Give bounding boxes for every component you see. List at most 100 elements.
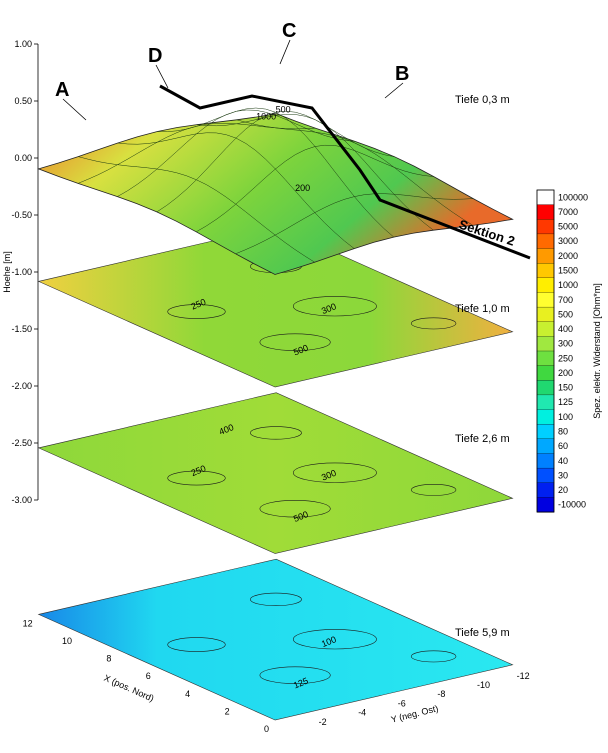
contour-line [292, 629, 377, 650]
colorbar-label: 1500 [558, 266, 578, 276]
x-tick-label: 2 [225, 706, 230, 716]
layer-label: Tiefe 0,3 m [455, 94, 510, 106]
colorbar-label: 2000 [558, 251, 578, 261]
z-axis-title: Hoehe [m] [2, 251, 12, 293]
colorbar-label: -10000 [558, 500, 586, 510]
contour-line [259, 333, 331, 351]
contour-line [167, 637, 226, 652]
colorbar-label: 700 [558, 295, 573, 305]
colorbar-label: 400 [558, 324, 573, 334]
surface-mesh [37, 113, 514, 275]
colorbar-swatch [536, 394, 555, 411]
layer-plane [37, 558, 514, 721]
contour-line [167, 470, 226, 486]
contour-line [259, 666, 331, 684]
colorbar-swatch [536, 336, 555, 352]
colorbar-label: 500 [558, 309, 573, 319]
colorbar-label: 1000 [558, 280, 578, 290]
colorbar-swatch [536, 321, 555, 337]
layer-label: Tiefe 1,0 m [455, 303, 510, 315]
vertical-axis: 1.00 0.50 0.00 -0.50 -1.00 -1.50 -2.00 -2.50 -3.… [2, 39, 39, 505]
z-tick-label: -2.50 [11, 438, 32, 448]
x-tick-label: 12 [23, 618, 33, 628]
colorbar-label: 250 [558, 353, 573, 363]
colorbar-swatch [536, 453, 555, 469]
marker-a: A [55, 79, 69, 101]
x-tick-label: 6 [146, 671, 151, 681]
contour-line [410, 483, 457, 496]
colorbar-label: 7000 [558, 207, 578, 217]
section-line [159, 84, 531, 260]
colorbar-label: 100 [558, 412, 573, 422]
z-tick-label: -1.00 [11, 267, 32, 277]
colorbar-swatch [536, 292, 555, 308]
marker-leader [155, 64, 169, 89]
x-tick-label: 8 [106, 654, 111, 664]
colorbar-label: 300 [558, 339, 573, 349]
z-tick-label: 0.50 [14, 96, 32, 106]
colorbar-title: Spez. elektr. Widerstand [Ohm*m] [592, 283, 602, 419]
marker-leader [62, 98, 87, 121]
colorbar-label: 3000 [558, 236, 578, 246]
colorbar-swatch [536, 482, 555, 498]
z-tick-label: -3.00 [11, 495, 32, 505]
colorbar-swatch [536, 204, 555, 220]
colorbar-label: 125 [558, 397, 573, 407]
colorbar-label: 200 [558, 368, 573, 378]
colorbar-swatch [536, 219, 555, 235]
marker-c: C [282, 20, 296, 42]
colorbar-label: 150 [558, 383, 573, 393]
z-tick-label: -0.50 [11, 210, 32, 220]
colorbar-label: 20 [558, 485, 568, 495]
colorbar-swatch [536, 233, 555, 250]
colorbar-swatch [536, 306, 555, 323]
contour-line [410, 317, 457, 330]
marker-d: D [148, 45, 162, 67]
colorbar-swatch [536, 277, 555, 293]
contour-line [292, 296, 377, 317]
colorbar-swatch [536, 248, 555, 264]
colorbar-swatch [536, 467, 555, 484]
x-tick-label: 10 [62, 636, 72, 646]
contour-line [249, 592, 302, 607]
colorbar-swatch [536, 380, 555, 396]
colorbar-swatch [536, 350, 555, 367]
contour-line [292, 462, 377, 483]
surface-gridline [236, 119, 474, 226]
contour-line [167, 304, 226, 319]
colorbar-swatch [536, 409, 555, 425]
colorbar-swatch [536, 365, 555, 381]
contour-label: 500 [276, 104, 291, 114]
layer-label: Tiefe 5,9 m [455, 627, 510, 639]
colorbar: 100000 7000 5000 3000 2000 1500 1000 700 500 400 3… [536, 189, 602, 513]
x-tick-label: 4 [185, 689, 190, 699]
contour-line [259, 500, 331, 518]
contour-line [410, 650, 457, 663]
y-tick-label: -6 [398, 698, 406, 708]
layer-label: Tiefe 2,6 m [455, 433, 510, 445]
marker-leader [384, 82, 404, 99]
z-tick-label: 0.00 [14, 153, 32, 163]
colorbar-swatch [536, 497, 555, 513]
layer-plane [37, 392, 514, 554]
colorbar-swatch [536, 424, 555, 440]
z-tick-label: 1.00 [14, 39, 32, 49]
z-tick-label: -1.50 [11, 324, 32, 334]
contour-label: 1000 [256, 112, 276, 122]
colorbar-swatch [536, 263, 555, 279]
contour-label: 200 [295, 183, 310, 193]
colorbar-label: 5000 [558, 222, 578, 232]
x-tick-label: 0 [264, 724, 269, 734]
colorbar-label: 40 [558, 456, 568, 466]
y-tick-label: -2 [319, 717, 327, 727]
colorbar-label: 30 [558, 470, 568, 480]
y-tick-label: -8 [437, 689, 445, 699]
y-tick-label: -10 [477, 680, 490, 690]
